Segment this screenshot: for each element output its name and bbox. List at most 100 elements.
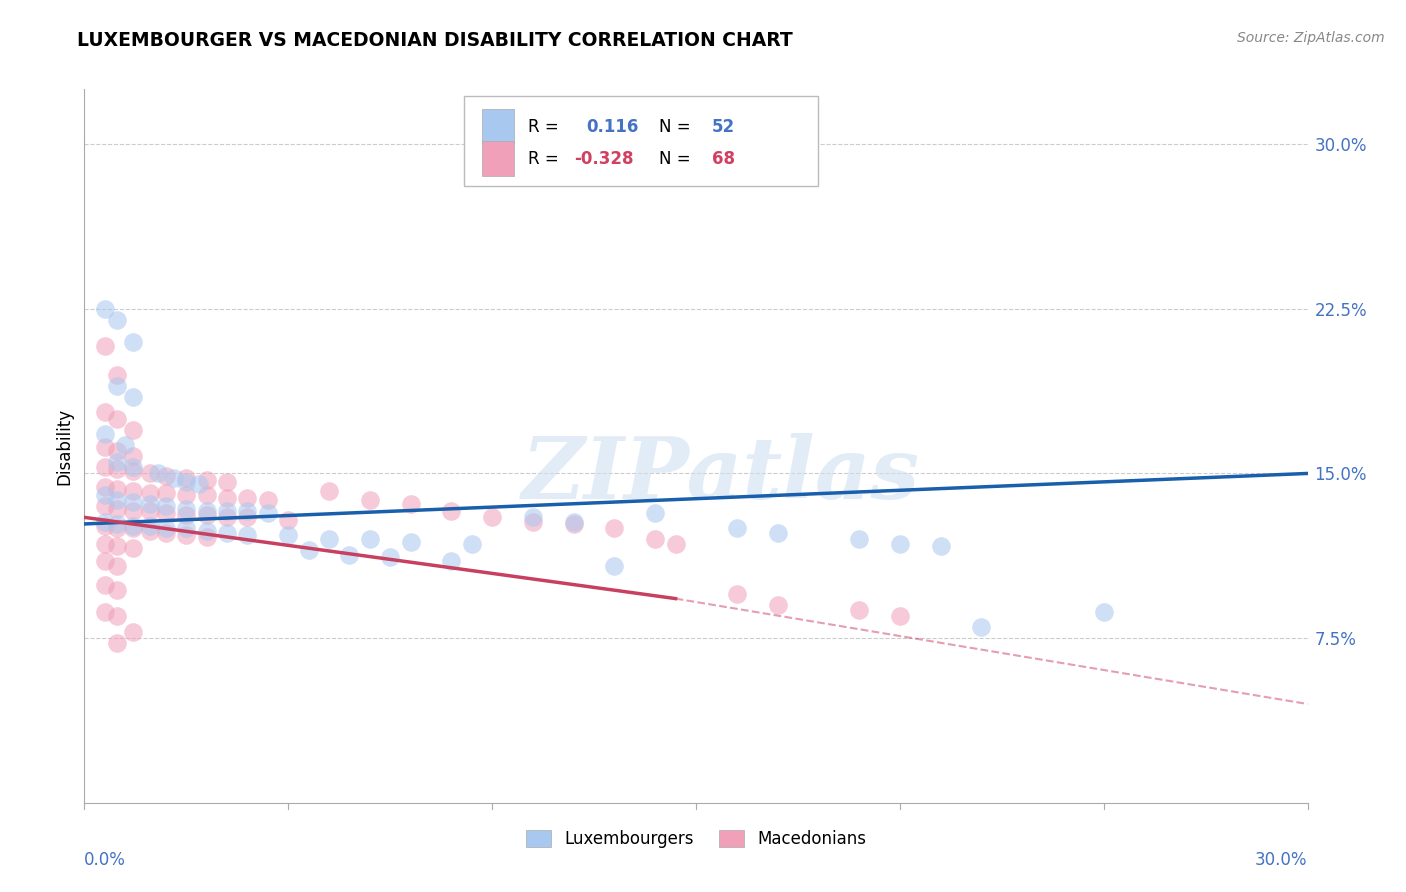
- Point: [257, 492, 280, 507]
- Point: [93, 488, 115, 502]
- Point: [929, 539, 952, 553]
- Point: [440, 504, 463, 518]
- Point: [105, 582, 128, 597]
- Point: [105, 501, 128, 516]
- Point: [138, 467, 160, 481]
- Point: [174, 488, 197, 502]
- Point: [236, 491, 259, 505]
- Point: [114, 438, 136, 452]
- Text: R =: R =: [529, 118, 569, 136]
- Point: [766, 525, 789, 540]
- Legend: Luxembourgers, Macedonians: Luxembourgers, Macedonians: [519, 823, 873, 855]
- Point: [105, 482, 128, 496]
- Y-axis label: Disability: Disability: [55, 408, 73, 484]
- Point: [380, 549, 402, 564]
- Text: LUXEMBOURGER VS MACEDONIAN DISABILITY CORRELATION CHART: LUXEMBOURGER VS MACEDONIAN DISABILITY CO…: [77, 31, 793, 50]
- Point: [155, 521, 177, 535]
- Point: [318, 533, 340, 547]
- Point: [105, 558, 128, 573]
- Point: [122, 519, 145, 533]
- Text: -0.328: -0.328: [574, 150, 633, 168]
- Point: [889, 609, 911, 624]
- Point: [155, 468, 177, 483]
- Point: [138, 486, 160, 500]
- Point: [195, 524, 218, 538]
- Point: [155, 500, 177, 514]
- Point: [174, 508, 197, 523]
- Point: [155, 486, 177, 500]
- Point: [93, 554, 115, 568]
- FancyBboxPatch shape: [464, 96, 818, 186]
- Point: [93, 605, 115, 619]
- Point: [93, 301, 115, 316]
- Point: [665, 537, 688, 551]
- Point: [105, 609, 128, 624]
- Point: [122, 449, 145, 463]
- Point: [105, 455, 128, 469]
- Point: [163, 471, 186, 485]
- Point: [461, 537, 484, 551]
- Text: 68: 68: [711, 150, 735, 168]
- Point: [603, 558, 626, 573]
- Point: [562, 515, 585, 529]
- Point: [257, 506, 280, 520]
- Point: [217, 491, 239, 505]
- Point: [122, 334, 145, 349]
- Point: [105, 516, 128, 531]
- Point: [93, 459, 115, 474]
- Point: [217, 510, 239, 524]
- Point: [277, 528, 299, 542]
- Point: [93, 426, 115, 441]
- Point: [138, 519, 160, 533]
- Text: R =: R =: [529, 150, 564, 168]
- Point: [848, 602, 870, 616]
- FancyBboxPatch shape: [482, 109, 513, 145]
- Point: [298, 543, 321, 558]
- Point: [195, 488, 218, 502]
- Point: [105, 368, 128, 382]
- Point: [93, 440, 115, 454]
- Point: [138, 497, 160, 511]
- Point: [146, 467, 169, 481]
- Point: [93, 537, 115, 551]
- Text: N =: N =: [659, 150, 696, 168]
- Point: [105, 312, 128, 326]
- Point: [217, 475, 239, 490]
- Point: [399, 497, 422, 511]
- Point: [644, 506, 666, 520]
- Point: [122, 504, 145, 518]
- Point: [195, 504, 218, 518]
- Point: [93, 578, 115, 592]
- Point: [122, 624, 145, 639]
- Point: [318, 483, 340, 498]
- Point: [174, 501, 197, 516]
- Point: [93, 480, 115, 494]
- Point: [195, 508, 218, 523]
- Point: [105, 378, 128, 392]
- Point: [105, 635, 128, 649]
- Point: [105, 462, 128, 476]
- Point: [122, 541, 145, 555]
- Point: [155, 525, 177, 540]
- Point: [93, 405, 115, 419]
- Text: 0.116: 0.116: [586, 118, 638, 136]
- Point: [603, 521, 626, 535]
- Point: [122, 495, 145, 509]
- Point: [195, 473, 218, 487]
- Point: [236, 510, 259, 524]
- Point: [889, 537, 911, 551]
- Point: [105, 411, 128, 425]
- Point: [122, 390, 145, 404]
- Text: Source: ZipAtlas.com: Source: ZipAtlas.com: [1237, 31, 1385, 45]
- Point: [1092, 605, 1115, 619]
- Point: [359, 533, 381, 547]
- Point: [122, 423, 145, 437]
- Text: ZIPatlas: ZIPatlas: [522, 433, 920, 516]
- Point: [481, 510, 503, 524]
- Point: [174, 471, 197, 485]
- Point: [93, 519, 115, 533]
- Point: [725, 521, 748, 535]
- Point: [174, 521, 197, 535]
- Point: [236, 504, 259, 518]
- Point: [217, 525, 239, 540]
